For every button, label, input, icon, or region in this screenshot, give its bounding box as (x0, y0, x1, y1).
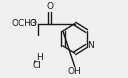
Text: O: O (30, 19, 37, 28)
Text: OCH3: OCH3 (11, 19, 37, 28)
Text: H: H (36, 53, 43, 62)
Text: N: N (87, 41, 94, 50)
Text: Cl: Cl (33, 61, 41, 70)
Text: O: O (46, 2, 53, 11)
Text: OH: OH (68, 67, 82, 76)
